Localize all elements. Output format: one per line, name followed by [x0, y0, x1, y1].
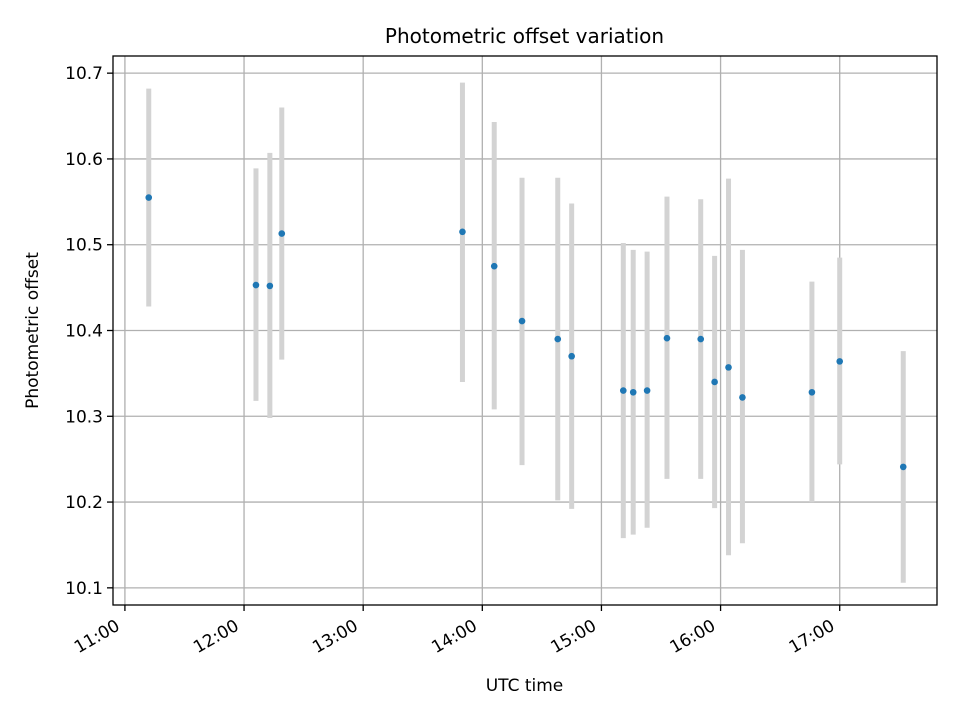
- y-axis-label: Photometric offset: [23, 252, 43, 409]
- y-tick-label: 10.3: [65, 407, 103, 427]
- y-axis: 10.1 10.2 10.3 10.4 10.5 10.6 10.7: [65, 64, 113, 599]
- chart-title: Photometric offset variation: [385, 24, 664, 48]
- data-point: [568, 352, 575, 360]
- data-point: [266, 282, 274, 290]
- y-tick-label: 10.1: [65, 579, 103, 599]
- data-point: [899, 463, 907, 471]
- data-point: [145, 194, 153, 201]
- y-tick-label: 10.6: [65, 150, 103, 170]
- y-tick-label: 10.5: [65, 236, 103, 256]
- data-point: [629, 388, 637, 396]
- data-point: [711, 378, 718, 386]
- y-tick-label: 10.7: [65, 64, 103, 84]
- data-points: [145, 194, 907, 471]
- data-point: [663, 334, 671, 342]
- data-point: [619, 387, 627, 394]
- y-tick-label: 10.4: [65, 322, 103, 342]
- data-point: [725, 364, 732, 371]
- data-point: [836, 358, 844, 365]
- grid: [113, 56, 937, 605]
- data-point: [697, 335, 705, 343]
- data-point: [643, 387, 651, 394]
- data-point: [808, 388, 816, 396]
- data-point: [459, 228, 466, 236]
- data-point: [739, 394, 746, 401]
- x-axis-label: UTC time: [486, 676, 564, 696]
- data-point: [554, 335, 562, 343]
- y-tick-label: 10.2: [65, 493, 103, 513]
- data-point: [518, 317, 526, 325]
- data-point: [278, 230, 286, 237]
- data-point: [490, 262, 498, 270]
- data-point: [252, 281, 260, 289]
